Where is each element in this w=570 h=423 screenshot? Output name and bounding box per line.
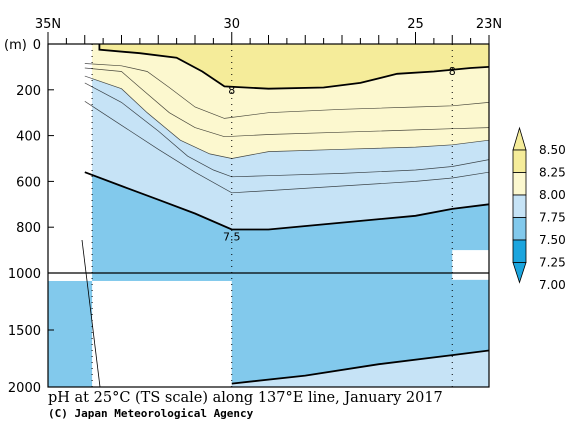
- lat-tick-label: 25: [407, 17, 424, 32]
- contour-7-8: [84, 67, 489, 138]
- depth-tick-label: 1000: [8, 267, 41, 282]
- colorbar-tick-label: 7.75: [539, 211, 566, 225]
- depth-tick-label: 600: [16, 175, 41, 190]
- colorbar-segment: [512, 239, 527, 263]
- colorbar-tick-label: 8.00: [539, 188, 566, 202]
- depth-tick-label: 400: [16, 130, 41, 145]
- contour-label-8-left: 8: [228, 84, 235, 97]
- no-data-region-2: [92, 280, 232, 387]
- colorbar: 8.50 8.25 8.00 7.75 7.50 7.25 7.00: [512, 126, 566, 292]
- depth-tick-label: 2000: [8, 381, 41, 396]
- chart-credit: (C) Japan Meteorological Agency: [48, 407, 254, 420]
- contour-label-7-5: 7.5: [223, 230, 241, 243]
- lat-tick-label: 23N: [476, 17, 502, 32]
- colorbar-tick-label: 8.50: [539, 143, 566, 157]
- band-above-8-00: [99, 44, 489, 89]
- contour-8: [98, 44, 489, 90]
- colorbar-tick-label: 7.50: [539, 233, 566, 247]
- colorbar-top-arrow: [512, 126, 527, 151]
- colorbar-segment: [512, 194, 527, 218]
- contour-7-9: [84, 63, 489, 119]
- colorbar-segment: [512, 149, 527, 173]
- lat-tick-label: 35N: [35, 17, 61, 32]
- slant-line: [81, 239, 101, 388]
- colorbar-tick-label: 7.25: [539, 256, 566, 270]
- depth-tick-label: 200: [16, 84, 41, 99]
- band-deep-7-50-7-75: [231, 350, 489, 387]
- depth-tick-label: 800: [16, 221, 41, 236]
- depth-tick-label: 1500: [8, 324, 41, 339]
- colorbar-tick-label: 7.00: [539, 278, 566, 292]
- lat-tick-label: 30: [223, 17, 240, 32]
- depth-tick-label: 0: [33, 38, 41, 53]
- no-data-region-1: [48, 44, 93, 281]
- colorbar-segment: [512, 172, 527, 196]
- depth-unit-label: (m): [4, 38, 27, 53]
- chart-caption: pH at 25°C (TS scale) along 137°E line, …: [48, 390, 443, 406]
- no-data-region-3: [452, 250, 489, 280]
- colorbar-tick-label: 8.25: [539, 166, 566, 180]
- colorbar-bottom-arrow: [512, 262, 527, 284]
- plot-area: [48, 44, 489, 387]
- colorbar-segment: [512, 217, 527, 241]
- contour-7-5: [84, 171, 489, 231]
- contour-7-6: [84, 101, 489, 194]
- contour-7-4: [231, 349, 489, 385]
- contour-label-8-right: 8: [449, 65, 456, 78]
